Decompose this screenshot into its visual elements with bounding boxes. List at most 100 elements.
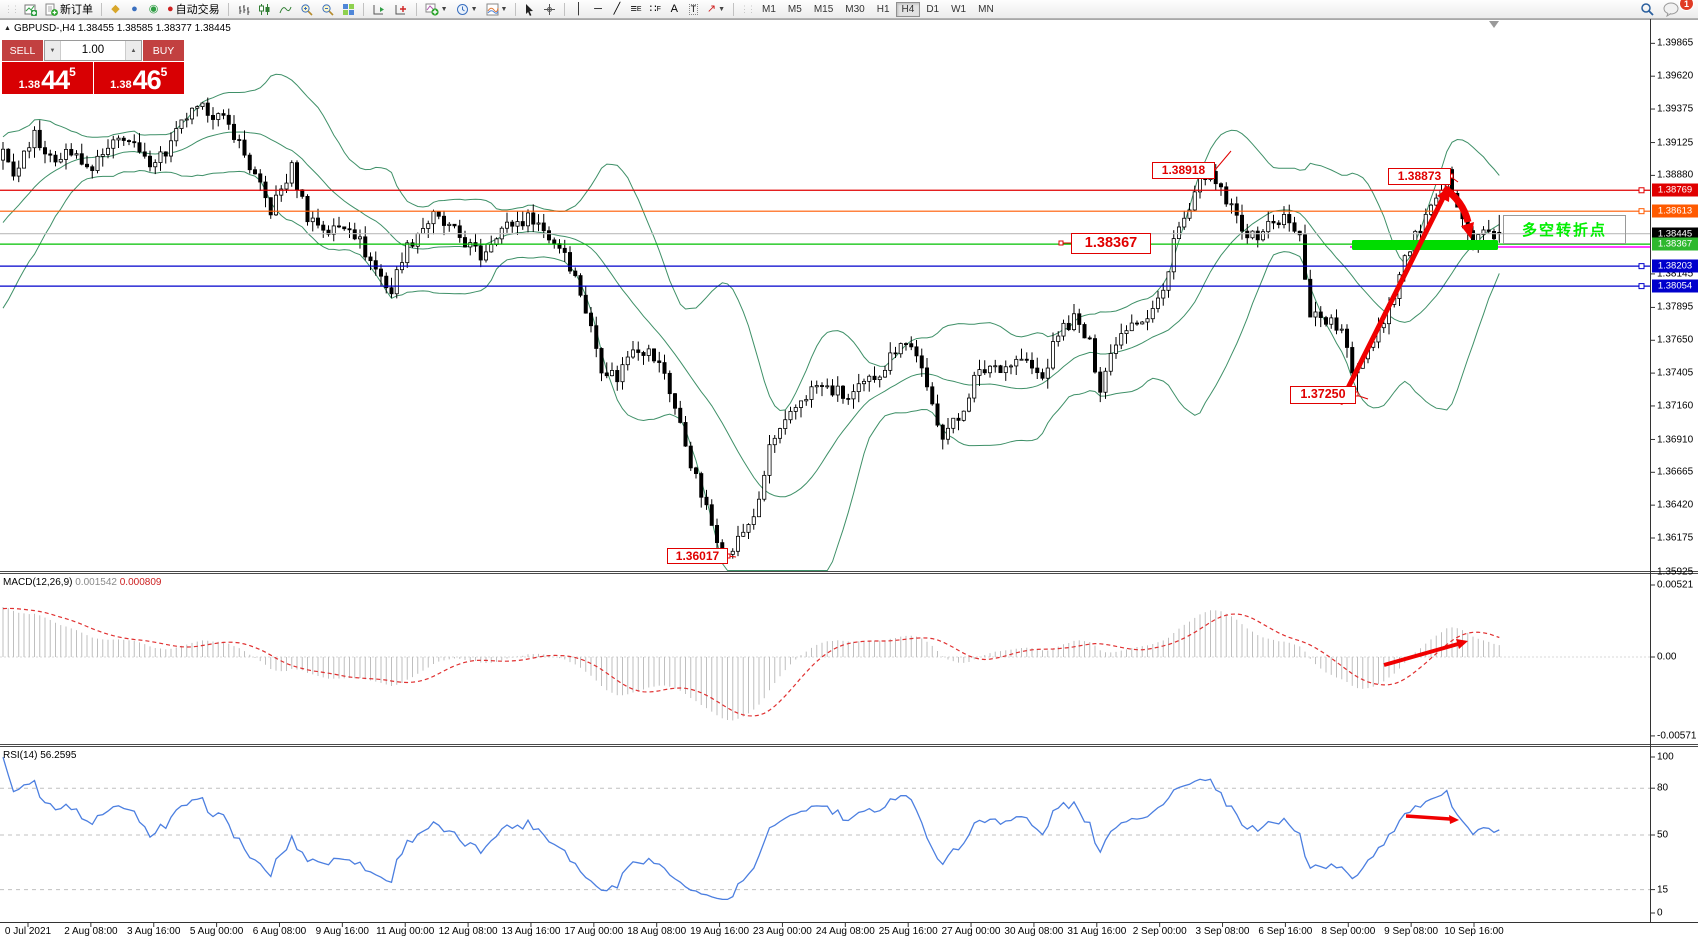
tab-h4[interactable]: H4	[895, 1, 921, 17]
tab-m15[interactable]: M15	[813, 3, 834, 15]
price-callout-137250[interactable]: 1.37250	[1290, 386, 1356, 404]
bid-price-prefix: 1.38	[18, 79, 41, 91]
signals-icon[interactable]: ◉	[148, 2, 159, 15]
autotrading-label: 自动交易	[175, 4, 220, 16]
auto-scroll-icon[interactable]	[369, 1, 389, 17]
rsi-tick-label: 0	[1657, 907, 1663, 919]
horizontal-line-tool-icon[interactable]: ─	[594, 2, 602, 15]
price-callout-138918[interactable]: 1.38918	[1152, 162, 1215, 179]
time-axis-label: 18 Aug 08:00	[627, 926, 687, 937]
indicators-button[interactable]: ▼	[422, 1, 451, 17]
price-tick-label: 1.37650	[1657, 334, 1694, 346]
price-callout-136017[interactable]: 1.36017	[667, 548, 728, 564]
time-axis-label: 23 Aug 00:00	[752, 926, 812, 937]
price-tick-label: 1.36665	[1657, 466, 1694, 478]
volume-value[interactable]: 1.00	[81, 44, 105, 56]
line-chart-icon[interactable]	[276, 1, 295, 17]
chart-shift-marker[interactable]	[1489, 21, 1499, 28]
equidistant-channel-tool-icon[interactable]: ≡ E	[630, 2, 642, 15]
sell-button[interactable]: SELL	[2, 40, 43, 61]
fibonacci-tool-icon[interactable]: ∷ F	[649, 2, 661, 15]
tab-m30[interactable]: M30	[845, 3, 865, 15]
rsi-label: RSI(14) 56.2595	[3, 750, 77, 761]
dropdown-arrow-icon: ▼	[440, 5, 448, 13]
new-order-label: 新订单	[60, 4, 93, 16]
vertical-line-tool-icon[interactable]: │	[575, 2, 583, 15]
horizontal-level-lines	[0, 187, 1650, 290]
tile-windows-icon[interactable]	[339, 1, 358, 17]
zoom-out-icon[interactable]	[318, 1, 337, 17]
community-icon[interactable]: ●	[131, 2, 138, 15]
time-axis-label: 13 Aug 16:00	[501, 926, 561, 937]
time-axis-label: 3 Sep 08:00	[1195, 926, 1250, 937]
trendline-tool-icon[interactable]: ╱	[613, 2, 621, 15]
chat-button[interactable]: 1	[1660, 0, 1694, 17]
price-callout-138873[interactable]: 1.38873	[1388, 168, 1451, 185]
macd-tick-label: 0.00	[1657, 651, 1677, 663]
ask-price-prefix: 1.38	[110, 79, 132, 91]
tab-m1[interactable]: M1	[762, 3, 776, 15]
tab-w1[interactable]: W1	[951, 3, 967, 15]
cursor-tool-icon[interactable]	[521, 1, 538, 17]
axis-tick-marks	[27, 42, 1655, 927]
periods-button[interactable]: ▼	[453, 1, 481, 17]
trend-arrows[interactable]	[1337, 185, 1474, 406]
turning-point-annotation[interactable]: 多空转折点	[1503, 215, 1626, 244]
new-chart-icon[interactable]	[21, 1, 40, 17]
time-axis-label: 8 Sep 00:00	[1321, 926, 1376, 937]
price-tick-label: 1.36175	[1657, 532, 1694, 544]
time-axis-label: 2 Aug 08:00	[64, 926, 118, 937]
volume-decrease-button[interactable]: ▼	[45, 41, 61, 60]
price-callout-138367[interactable]: 1.38367	[1071, 233, 1151, 254]
buy-button[interactable]: BUY	[143, 40, 184, 61]
volume-increase-button[interactable]: ▲	[125, 41, 141, 60]
autotrading-icon: ●	[167, 2, 174, 15]
price-tick-label: 1.36420	[1657, 499, 1694, 511]
search-icon[interactable]	[1637, 1, 1658, 17]
new-order-button[interactable]: 新订单	[42, 1, 96, 17]
bid-price-tile[interactable]: 1.38 44 5	[2, 62, 93, 94]
time-axis-label: 6 Sep 16:00	[1258, 926, 1313, 937]
tab-h1[interactable]: H1	[876, 3, 890, 15]
time-axis-label: 0 Jul 2021	[4, 926, 52, 937]
chat-bubble-icon	[1663, 2, 1679, 17]
macd-main-value: 0.001542	[75, 577, 117, 588]
text-tool-icon[interactable]: A	[670, 2, 679, 15]
candlestick-chart-icon[interactable]	[255, 1, 274, 17]
market-icon[interactable]: ◆	[111, 2, 120, 15]
price-level-badge: 1.38613	[1652, 204, 1698, 218]
toolbar-separator	[415, 2, 417, 16]
price-level-badge: 1.38054	[1652, 279, 1698, 293]
tab-m5[interactable]: M5	[787, 3, 802, 15]
templates-button[interactable]: ▼	[483, 1, 511, 17]
zoom-in-icon[interactable]	[297, 1, 316, 17]
text-label-tool-icon[interactable]: T	[688, 3, 699, 15]
price-tick-label: 1.38145	[1657, 268, 1694, 280]
crosshair-tool-icon[interactable]	[540, 1, 559, 17]
time-axis-label: 9 Aug 16:00	[315, 926, 369, 937]
ask-price-pip: 5	[160, 65, 168, 79]
tab-d1[interactable]: D1	[926, 3, 940, 15]
time-axis-label: 27 Aug 00:00	[941, 926, 1001, 937]
time-axis-label: 3 Aug 16:00	[126, 926, 181, 937]
chart-shift-icon[interactable]	[391, 1, 411, 17]
support-zone-band[interactable]	[1352, 239, 1498, 251]
panel-frames	[0, 19, 1698, 923]
autotrading-button[interactable]: ● 自动交易	[164, 1, 223, 17]
toolbar-separator	[564, 2, 566, 16]
ask-price-tile[interactable]: 1.38 46 5	[93, 62, 184, 94]
main-toolbar: ⋮⋮ 新订单 ◆ ● ◉ ● 自动交易 ▼ ▼ ▼ │ ─ ╱ ≡ E ∷ F A …	[0, 0, 1698, 19]
tab-mn[interactable]: MN	[978, 3, 994, 15]
arrows-tool-button[interactable]: ↗ ▼	[706, 2, 725, 15]
time-axis-label: 2 Sep 00:00	[1132, 926, 1187, 937]
price-tick-label: 1.37405	[1657, 367, 1694, 379]
price-level-badge: 1.38445	[1652, 227, 1698, 241]
rsi-value: 56.2595	[40, 750, 77, 761]
price-tick-label: 1.35925	[1657, 566, 1694, 577]
macd-label: MACD(12,26,9) 0.001542 0.000809	[3, 577, 162, 588]
volume-stepper: ▼ 1.00 ▲	[44, 40, 142, 61]
time-axis-label: 12 Aug 08:00	[438, 926, 498, 937]
bar-chart-icon[interactable]	[234, 1, 253, 17]
dropdown-arrow-icon: ▼	[470, 5, 478, 13]
